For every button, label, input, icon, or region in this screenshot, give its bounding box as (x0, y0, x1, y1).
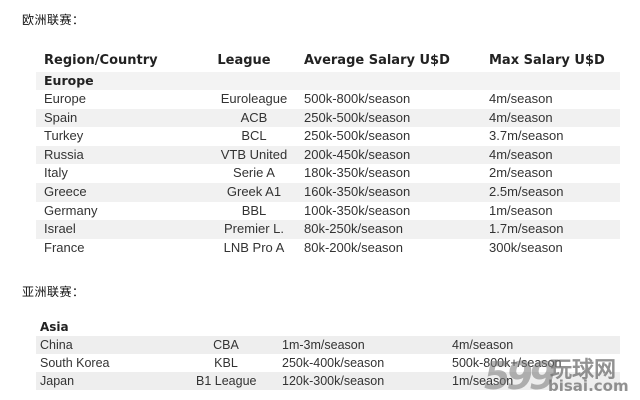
cell-average-salary: 180k-350k/season (304, 165, 411, 181)
cell-max-salary: 1.7m/season (489, 221, 564, 237)
table-row: Greece Greek A1 160k-350k/season 2.5m/seaso… (36, 182, 620, 202)
europe-salary-table: Region/Country League Average Salary U$D… (36, 50, 620, 257)
cell-max-salary: 1m/season (452, 374, 514, 388)
cell-average-salary: 1m-3m/season (282, 338, 365, 352)
cell-average-salary: 250k-500k/season (304, 109, 411, 125)
table-row: Japan B1 League 120k-300k/season 1m/season (36, 372, 620, 390)
table-row: Israel Premier L. 80k-250k/season 1.7m/seas… (36, 220, 620, 239)
watermark-logo: 599 玩球网 bisai.com (484, 350, 634, 398)
cell-country: France (44, 239, 85, 255)
watermark-domain: bisai.com (548, 377, 629, 395)
cell-average-salary: 160k-350k/season (304, 183, 411, 199)
cell-average-salary: 500k-800k/season (304, 91, 411, 106)
cell-league: B1 League (196, 374, 257, 388)
cell-country: Spain (44, 109, 78, 125)
cell-league: KBL (214, 356, 238, 370)
region-label-asia: Asia (40, 320, 69, 334)
table-row: Germany BBL 100k-350k/season 1m/season (36, 202, 620, 221)
cell-average-salary: 250k-400k/season (282, 356, 385, 370)
cell-average-salary: 100k-350k/season (304, 202, 411, 218)
asia-leagues-heading: 亚洲联赛： (22, 285, 85, 299)
cell-country: Germany (44, 202, 98, 218)
cell-country: Greece (44, 183, 87, 199)
cell-max-salary: 2m/season (489, 165, 553, 181)
asia-rows: China CBA 1m-3m/season 4m/season South Korea… (36, 336, 620, 390)
cell-max-salary: 300k/season (489, 239, 563, 255)
region-label-europe: Europe (36, 72, 620, 90)
header-average-salary: Average Salary U$D (304, 53, 450, 68)
cell-league: LNB Pro A (223, 239, 285, 255)
cell-country: China (40, 338, 73, 352)
cell-max-salary: 4m/season (489, 91, 553, 106)
cell-league: BCL (241, 128, 267, 144)
cell-average-salary: 80k-200k/season (304, 239, 404, 255)
cell-league: CBA (213, 338, 239, 352)
table-row: France LNB Pro A 80k-200k/season 300k/seaso… (36, 239, 620, 258)
cell-max-salary: 2.5m/season (489, 183, 564, 199)
europe-rows: Europe Euroleague 500k-800k/season 4m/seaso… (36, 90, 620, 257)
table-row: Turkey BCL 250k-500k/season 3.7m/season (36, 127, 620, 146)
watermark-chinese-name: 玩球网 (550, 358, 617, 383)
cell-league: Serie A (233, 165, 275, 181)
table-row: Spain ACB 250k-500k/season 4m/season (36, 108, 620, 128)
header-league: League (217, 53, 271, 68)
cell-average-salary: 120k-300k/season (282, 374, 385, 388)
cell-average-salary: 80k-250k/season (304, 221, 404, 237)
cell-league: Euroleague (220, 91, 288, 106)
table-row: Italy Serie A 180k-350k/season 2m/season (36, 164, 620, 183)
table-row: China CBA 1m-3m/season 4m/season (36, 336, 620, 354)
table-row: Russia VTB United 200k-450k/season 4m/seaso… (36, 145, 620, 165)
cell-country: Turkey (44, 128, 84, 144)
cell-max-salary: 1m/season (489, 202, 553, 218)
cell-league: VTB United (220, 146, 288, 162)
cell-average-salary: 200k-450k/season (304, 146, 411, 162)
cell-league: ACB (240, 109, 268, 125)
cell-country: Russia (44, 146, 84, 162)
header-region-country: Region/Country (44, 53, 158, 68)
cell-country: South Korea (40, 356, 110, 370)
cell-max-salary: 4m/season (489, 109, 553, 125)
cell-max-salary: 3.7m/season (489, 128, 564, 144)
cell-max-salary: 4m/season (452, 338, 514, 352)
cell-league: BBL (241, 202, 267, 218)
cell-country: Israel (44, 221, 76, 237)
watermark-number: 599 (484, 354, 555, 398)
cell-country: Japan (40, 374, 75, 388)
cell-max-salary: 500k-800k+/season (452, 356, 562, 370)
header-max-salary: Max Salary U$D (489, 53, 605, 68)
cell-country: Europe (44, 91, 86, 106)
cell-league: Premier L. (224, 221, 284, 237)
table-row: South Korea KBL 250k-400k/season 500k-800k+… (36, 354, 620, 372)
cell-max-salary: 4m/season (489, 146, 553, 162)
table-row: Europe Euroleague 500k-800k/season 4m/seaso… (36, 90, 620, 109)
cell-league: Greek A1 (226, 183, 282, 199)
table-header: Region/Country League Average Salary U$D… (36, 50, 620, 72)
cell-country: Italy (44, 165, 68, 181)
asia-salary-table: Asia China CBA 1m-3m/season 4m/season South … (36, 318, 620, 390)
europe-leagues-heading: 欧洲联赛： (22, 13, 85, 27)
cell-average-salary: 250k-500k/season (304, 128, 411, 144)
